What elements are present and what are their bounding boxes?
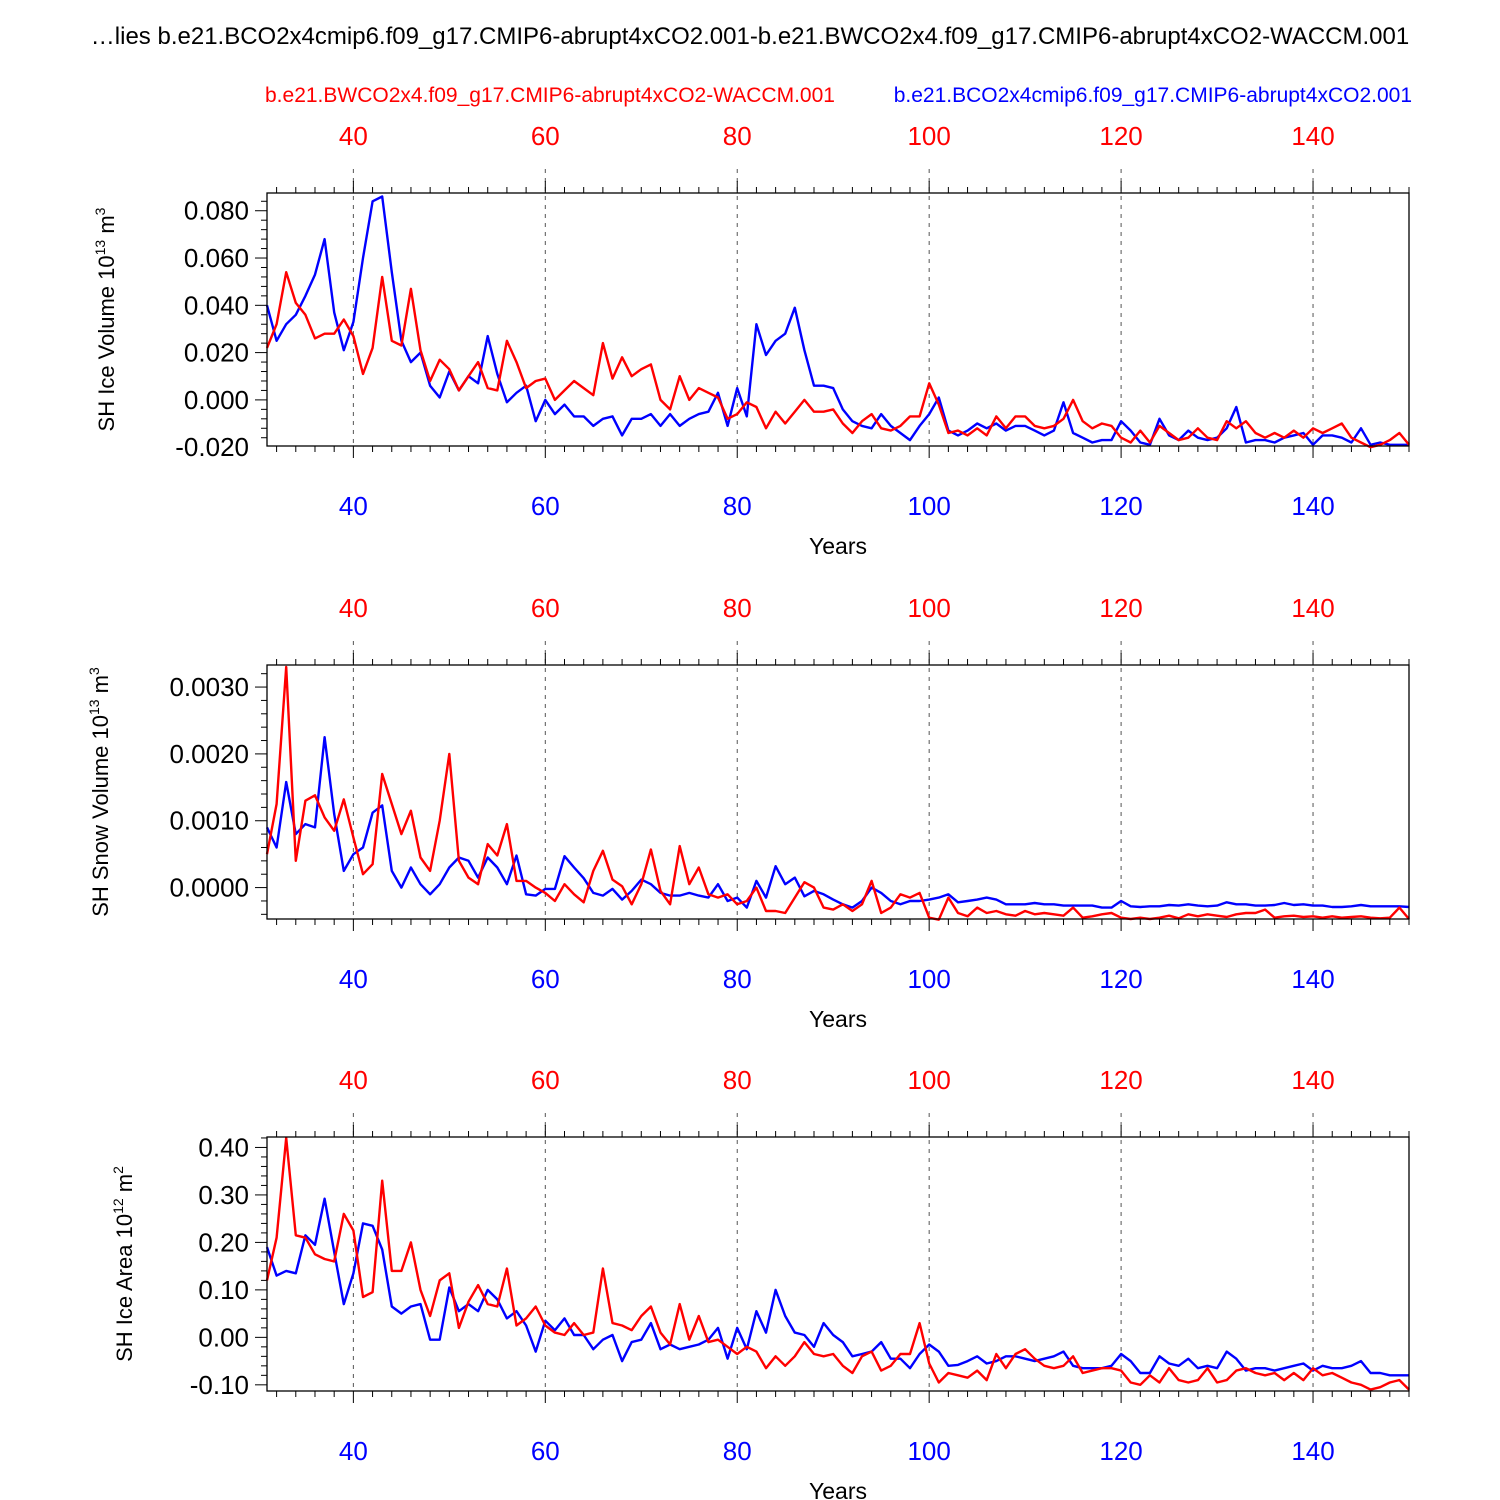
x-tick-label-top: 60 [531,593,560,623]
x-tick-label-top: 140 [1291,121,1334,151]
y-tick-label: 0.0000 [169,873,249,903]
x-tick-label-bottom: 60 [531,964,560,994]
x-tick-label-bottom: 100 [907,964,950,994]
x-tick-label-top: 40 [339,121,368,151]
x-tick-label-top: 80 [723,593,752,623]
series-line-blue [265,736,1410,909]
panel-1: -0.020 0.000 0.020 0.040 0.060 0.080 40 40 60 60 8… [92,121,1410,559]
x-tick-label-top: 40 [339,1065,368,1095]
series-line-red [265,271,1410,449]
legend-blue-case: b.e21.BCO2x4cmip6.f09_g17.CMIP6-abrupt4x… [894,84,1412,107]
series-line-blue [265,1197,1409,1377]
x-tick-label-bottom: 80 [723,964,752,994]
x-tick-label-top: 100 [907,1065,950,1095]
x-tick-label-top: 140 [1291,1065,1334,1095]
y-tick-label: 0.00 [198,1322,249,1352]
plot-frame [266,192,1410,447]
x-tick-label-top: 140 [1291,593,1334,623]
y-tick-label: 0.0020 [169,739,249,769]
y-tick-label: 0.060 [184,243,249,273]
legend-red-case: b.e21.BWCO2x4.f09_g17.CMIP6-abrupt4xCO2-… [265,84,835,107]
y-tick-label: 0.30 [198,1180,249,1210]
x-tick-label-bottom: 60 [531,1436,560,1466]
plot-frame [266,1136,1410,1392]
plot-frame [266,664,1410,920]
x-tick-label-bottom: 120 [1099,964,1142,994]
y-tick-label: 0.20 [198,1227,249,1257]
x-tick-label-bottom: 40 [339,491,368,521]
x-tick-label-bottom: 140 [1291,964,1334,994]
x-tick-label-top: 120 [1099,593,1142,623]
x-tick-label-bottom: 140 [1291,1436,1334,1466]
x-axis-label: Years [809,533,867,559]
y-tick-label: 0.080 [184,196,249,226]
x-tick-label-top: 60 [531,1065,560,1095]
y-tick-label: 0.40 [198,1132,249,1162]
y-tick-label: -0.020 [175,432,249,462]
x-tick-label-bottom: 120 [1099,1436,1142,1466]
series-line-red [265,665,1410,921]
y-tick-label: 0.0030 [169,672,249,702]
x-tick-label-bottom: 40 [339,964,368,994]
series-line-blue [265,195,1409,446]
x-tick-label-top: 100 [907,593,950,623]
y-tick-label: 0.0010 [169,806,249,836]
x-tick-label-top: 80 [723,121,752,151]
x-tick-label-top: 60 [531,121,560,151]
x-tick-label-bottom: 80 [723,1436,752,1466]
x-tick-label-bottom: 120 [1099,491,1142,521]
x-tick-label-bottom: 40 [339,1436,368,1466]
y-axis-label: SH Ice Area 1012 m2 [110,1166,137,1362]
x-axis-label: Years [809,1006,867,1032]
y-tick-label: -0.10 [190,1370,249,1400]
panel-2: 0.0000 0.0010 0.0020 0.0030 40 40 60 60 80 80 100 1… [86,593,1410,1032]
panel-3: -0.10 0.00 0.10 0.20 0.30 0.40 40 40 60 60 80 80 100… [110,1065,1410,1500]
y-tick-label: 0.040 [184,290,249,320]
y-tick-label: 0.000 [184,385,249,415]
x-tick-label-top: 40 [339,593,368,623]
x-tick-label-bottom: 100 [907,1436,950,1466]
x-tick-label-top: 120 [1099,121,1142,151]
y-axis-label: SH Snow Volume 1013 m3 [86,667,113,917]
x-axis-label: Years [809,1478,867,1500]
figure-title: …lies b.e21.BCO2x4cmip6.f09_g17.CMIP6-ab… [91,23,1409,50]
x-tick-label-top: 120 [1099,1065,1142,1095]
series-line-red [265,1136,1410,1391]
x-tick-label-bottom: 80 [723,491,752,521]
y-axis-label: SH Ice Volume 1013 m3 [92,207,119,431]
x-tick-label-bottom: 100 [907,491,950,521]
x-tick-label-top: 100 [907,121,950,151]
x-tick-label-top: 80 [723,1065,752,1095]
y-tick-label: 0.10 [198,1275,249,1305]
y-tick-label: 0.020 [184,338,249,368]
x-tick-label-bottom: 140 [1291,491,1334,521]
x-tick-label-bottom: 60 [531,491,560,521]
